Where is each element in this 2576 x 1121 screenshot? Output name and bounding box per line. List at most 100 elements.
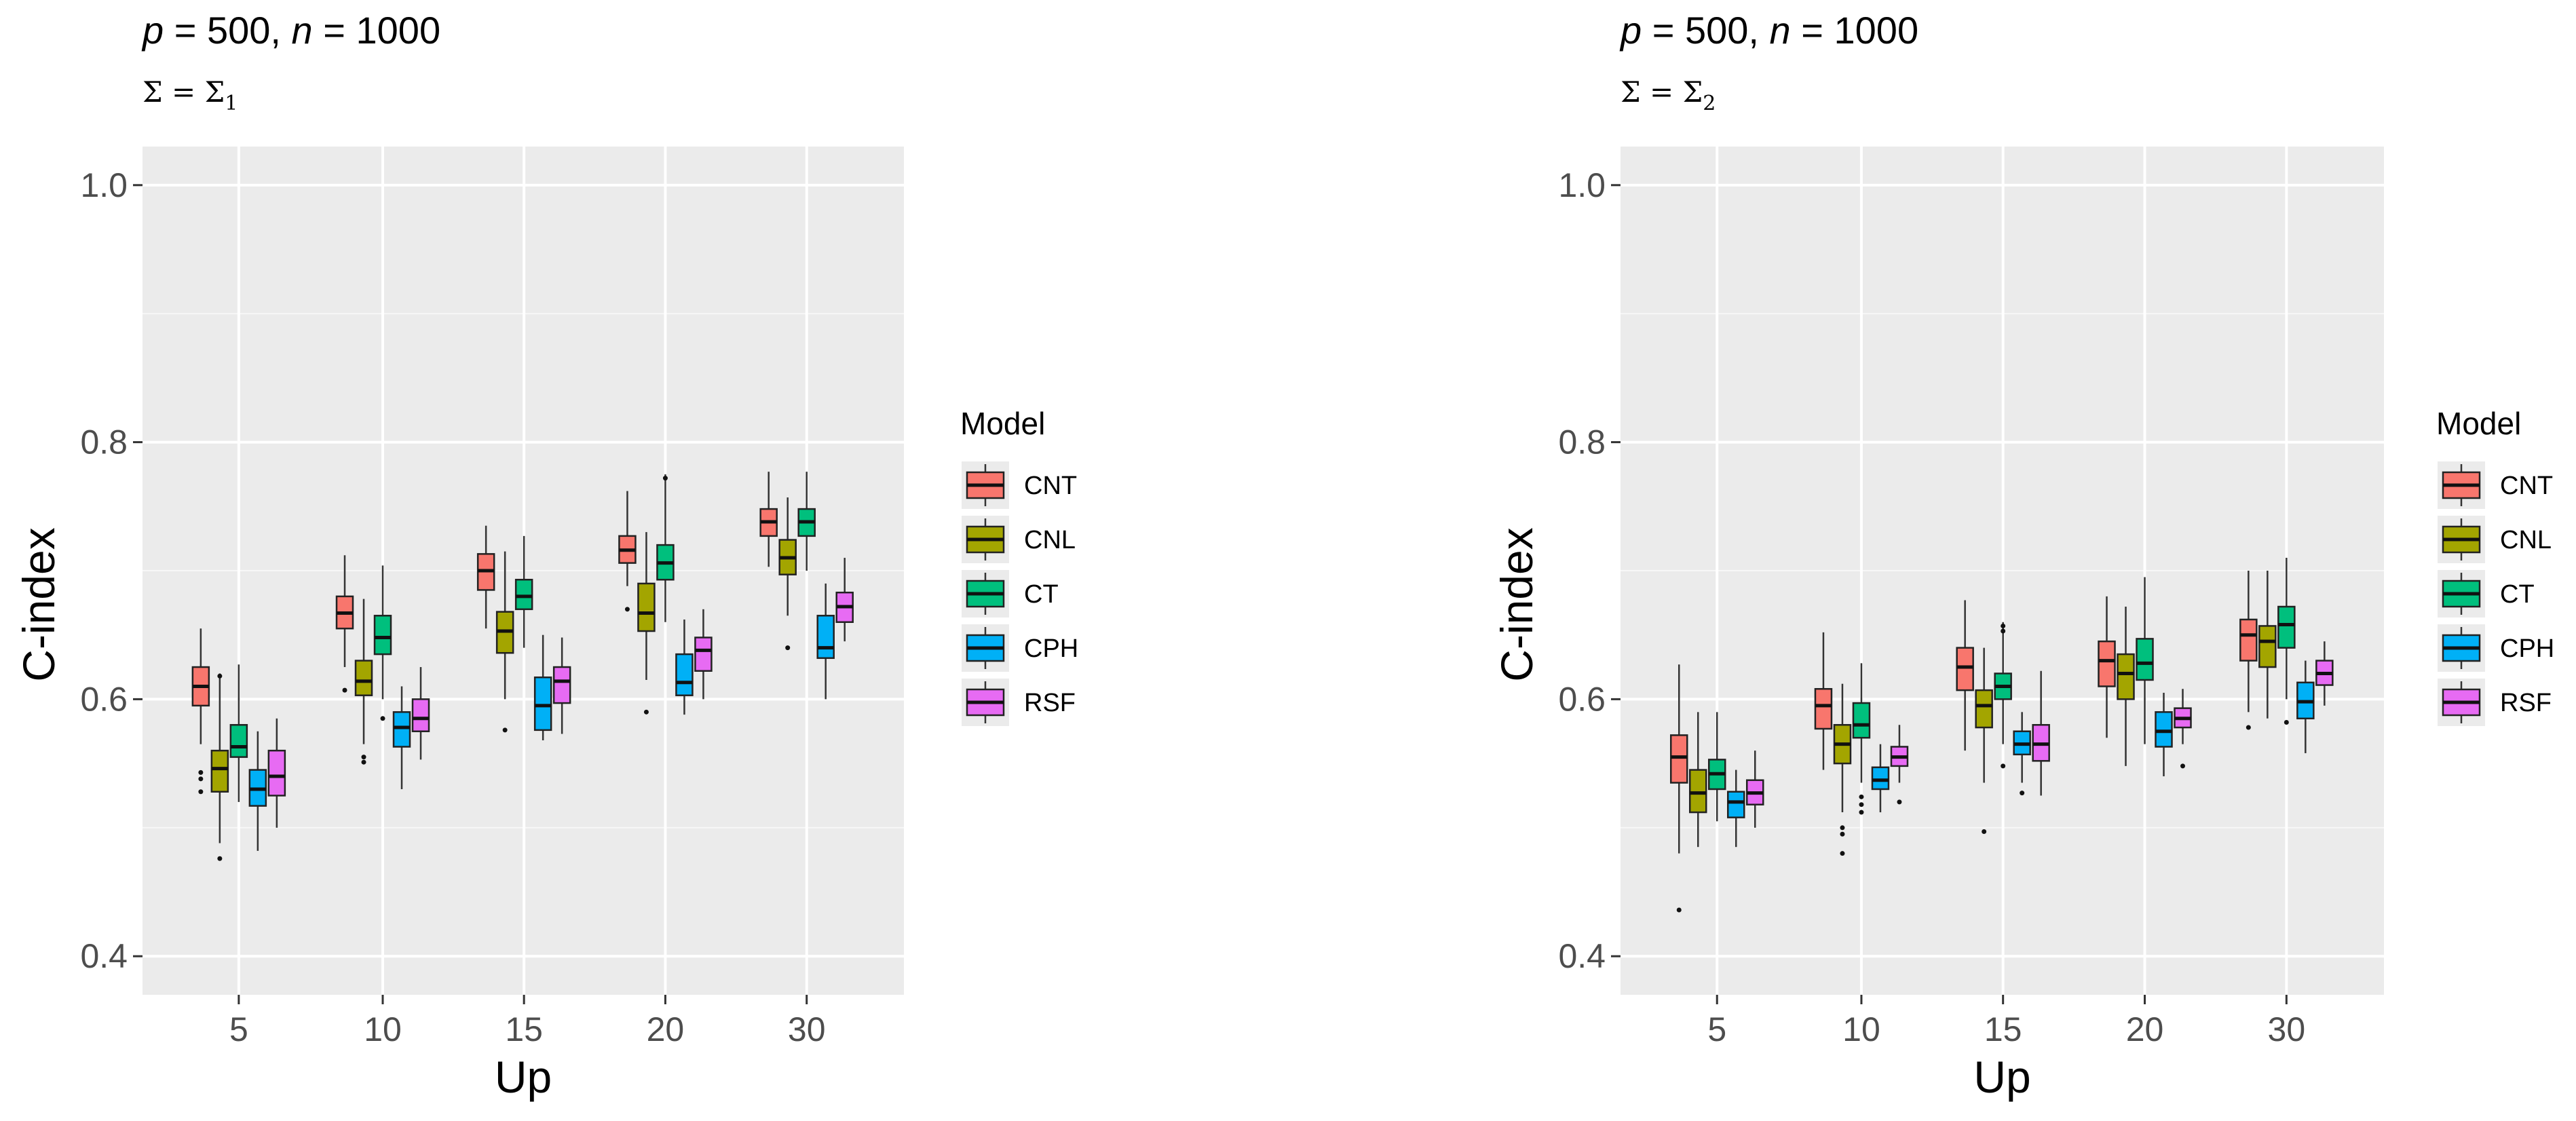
box-ct-15 <box>514 535 533 648</box>
box-cnt-30 <box>2239 571 2258 730</box>
legend-title: Model <box>2436 406 2521 441</box>
box-body <box>1814 687 1833 730</box>
y-tick-label: 0.8 <box>80 423 128 461</box>
legend-label: CNL <box>2500 526 2552 554</box>
legend-label: RSF <box>2500 689 2552 717</box>
box-body <box>2155 711 2173 748</box>
box-body <box>354 660 373 696</box>
outlier-point <box>2284 719 2289 725</box>
y-tick-label: 0.8 <box>1558 423 1606 461</box>
box-cnl-30 <box>778 497 797 651</box>
x-tick-label: 5 <box>229 1010 248 1048</box>
outlier-point <box>1859 802 1864 808</box>
title-n-symbol: n <box>1770 9 1791 52</box>
outlier-point <box>198 789 204 795</box>
box-rsf-5 <box>267 718 286 828</box>
box-cnl-5 <box>1688 712 1707 848</box>
y-tick-label: 0.4 <box>1558 937 1606 975</box>
title-n-symbol: n <box>292 9 313 52</box>
box-cnl-10 <box>1833 683 1852 856</box>
outlier-point <box>1840 831 1845 837</box>
box-body <box>1956 647 1974 691</box>
x-tick-label: 15 <box>1984 1010 2022 1048</box>
outlier-point <box>624 607 630 612</box>
box-cnl-20 <box>2117 607 2135 766</box>
outlier-point <box>2246 725 2251 730</box>
box-body <box>637 582 656 632</box>
legend-label: CNT <box>1024 472 1077 500</box>
outlier-point <box>342 687 347 693</box>
legend-item-cnt: CNT <box>962 461 1077 509</box>
subtitle-main: Σ = Σ <box>1621 75 1703 109</box>
box-cph-15 <box>533 634 552 740</box>
chart-title: p = 500, n = 1000 <box>1619 9 1918 52</box>
outlier-point <box>1676 907 1682 913</box>
outlier-point <box>2001 623 2006 628</box>
box-body <box>2098 640 2116 687</box>
legend-item-rsf: RSF <box>962 679 1076 726</box>
legend: Model CNT CNL CT CPH RSF <box>960 406 1078 726</box>
legend-item-ct: CT <box>2438 570 2535 618</box>
title-p-value: = 500, <box>1642 9 1769 52</box>
legend-label: CT <box>2500 580 2535 609</box>
box-cnt-15 <box>476 525 495 629</box>
outlier-point <box>2180 763 2185 769</box>
box-body <box>2239 618 2258 662</box>
x-tick-label: 30 <box>2268 1010 2306 1048</box>
legend-item-rsf: RSF <box>2438 679 2552 726</box>
legend-item-ct: CT <box>962 570 1059 618</box>
legend-label: CNL <box>1024 526 1076 554</box>
box-cnt-5 <box>1669 664 1688 913</box>
legend-item-cnl: CNL <box>2438 516 2552 563</box>
y-tick-label: 0.6 <box>1558 680 1606 718</box>
box-body <box>411 698 430 732</box>
subtitle-subscript: 1 <box>225 92 238 115</box>
x-tick-label: 5 <box>1707 1010 1726 1048</box>
title-n-value: = 1000 <box>313 9 440 52</box>
box-body <box>2117 653 2135 700</box>
y-tick-label: 1.0 <box>80 166 128 204</box>
chart-panel-1: p = 500, n = 1000 Σ = Σ1 0.4 0.6 0.8 1.0 5 10 15… <box>14 9 1078 1102</box>
box-rsf-5 <box>1745 750 1764 828</box>
box-ct-10 <box>373 565 392 721</box>
box-cnt-20 <box>618 491 637 612</box>
box-cph-10 <box>1871 744 1890 813</box>
legend-label: CNT <box>2500 472 2553 500</box>
y-tick-label: 1.0 <box>1558 166 1606 204</box>
box-rsf-20 <box>2174 689 2192 769</box>
box-cnt-10 <box>335 555 354 693</box>
outlier-point <box>1840 825 1845 831</box>
box-body <box>694 636 713 672</box>
box-cnl-15 <box>495 551 514 733</box>
box-rsf-30 <box>835 558 854 642</box>
box-cph-30 <box>816 583 835 700</box>
outlier-point <box>361 755 366 760</box>
legend-item-cnl: CNL <box>962 516 1076 563</box>
outlier-point <box>2020 791 2025 796</box>
outlier-point <box>662 476 668 481</box>
box-cnt-5 <box>191 628 210 795</box>
box-ct-20 <box>2136 577 2154 744</box>
legend-label: CPH <box>1024 634 1078 663</box>
x-tick-label: 20 <box>647 1010 685 1048</box>
legend-label: CT <box>1024 580 1059 609</box>
outlier-point <box>1982 829 1987 834</box>
box-cnl-5 <box>210 673 229 861</box>
title-p-value: = 500, <box>164 9 291 52</box>
subtitle-subscript: 2 <box>1703 92 1716 115</box>
box-cph-5 <box>1726 770 1745 848</box>
box-body <box>1871 766 1890 791</box>
box-ct-5 <box>229 664 248 802</box>
x-tick-label: 15 <box>505 1010 543 1048</box>
box-cnt-15 <box>1956 600 1974 751</box>
box-body <box>210 749 229 793</box>
legend: Model CNT CNL CT CPH RSF <box>2436 406 2554 726</box>
outlier-point <box>1859 794 1864 799</box>
box-rsf-30 <box>2315 641 2334 706</box>
box-rsf-10 <box>1890 725 1909 805</box>
outlier-point <box>217 856 223 861</box>
legend-label: CPH <box>2500 634 2554 663</box>
box-body <box>2277 605 2296 649</box>
x-axis-title: Up <box>1973 1052 2030 1102</box>
box-cph-5 <box>248 731 267 851</box>
